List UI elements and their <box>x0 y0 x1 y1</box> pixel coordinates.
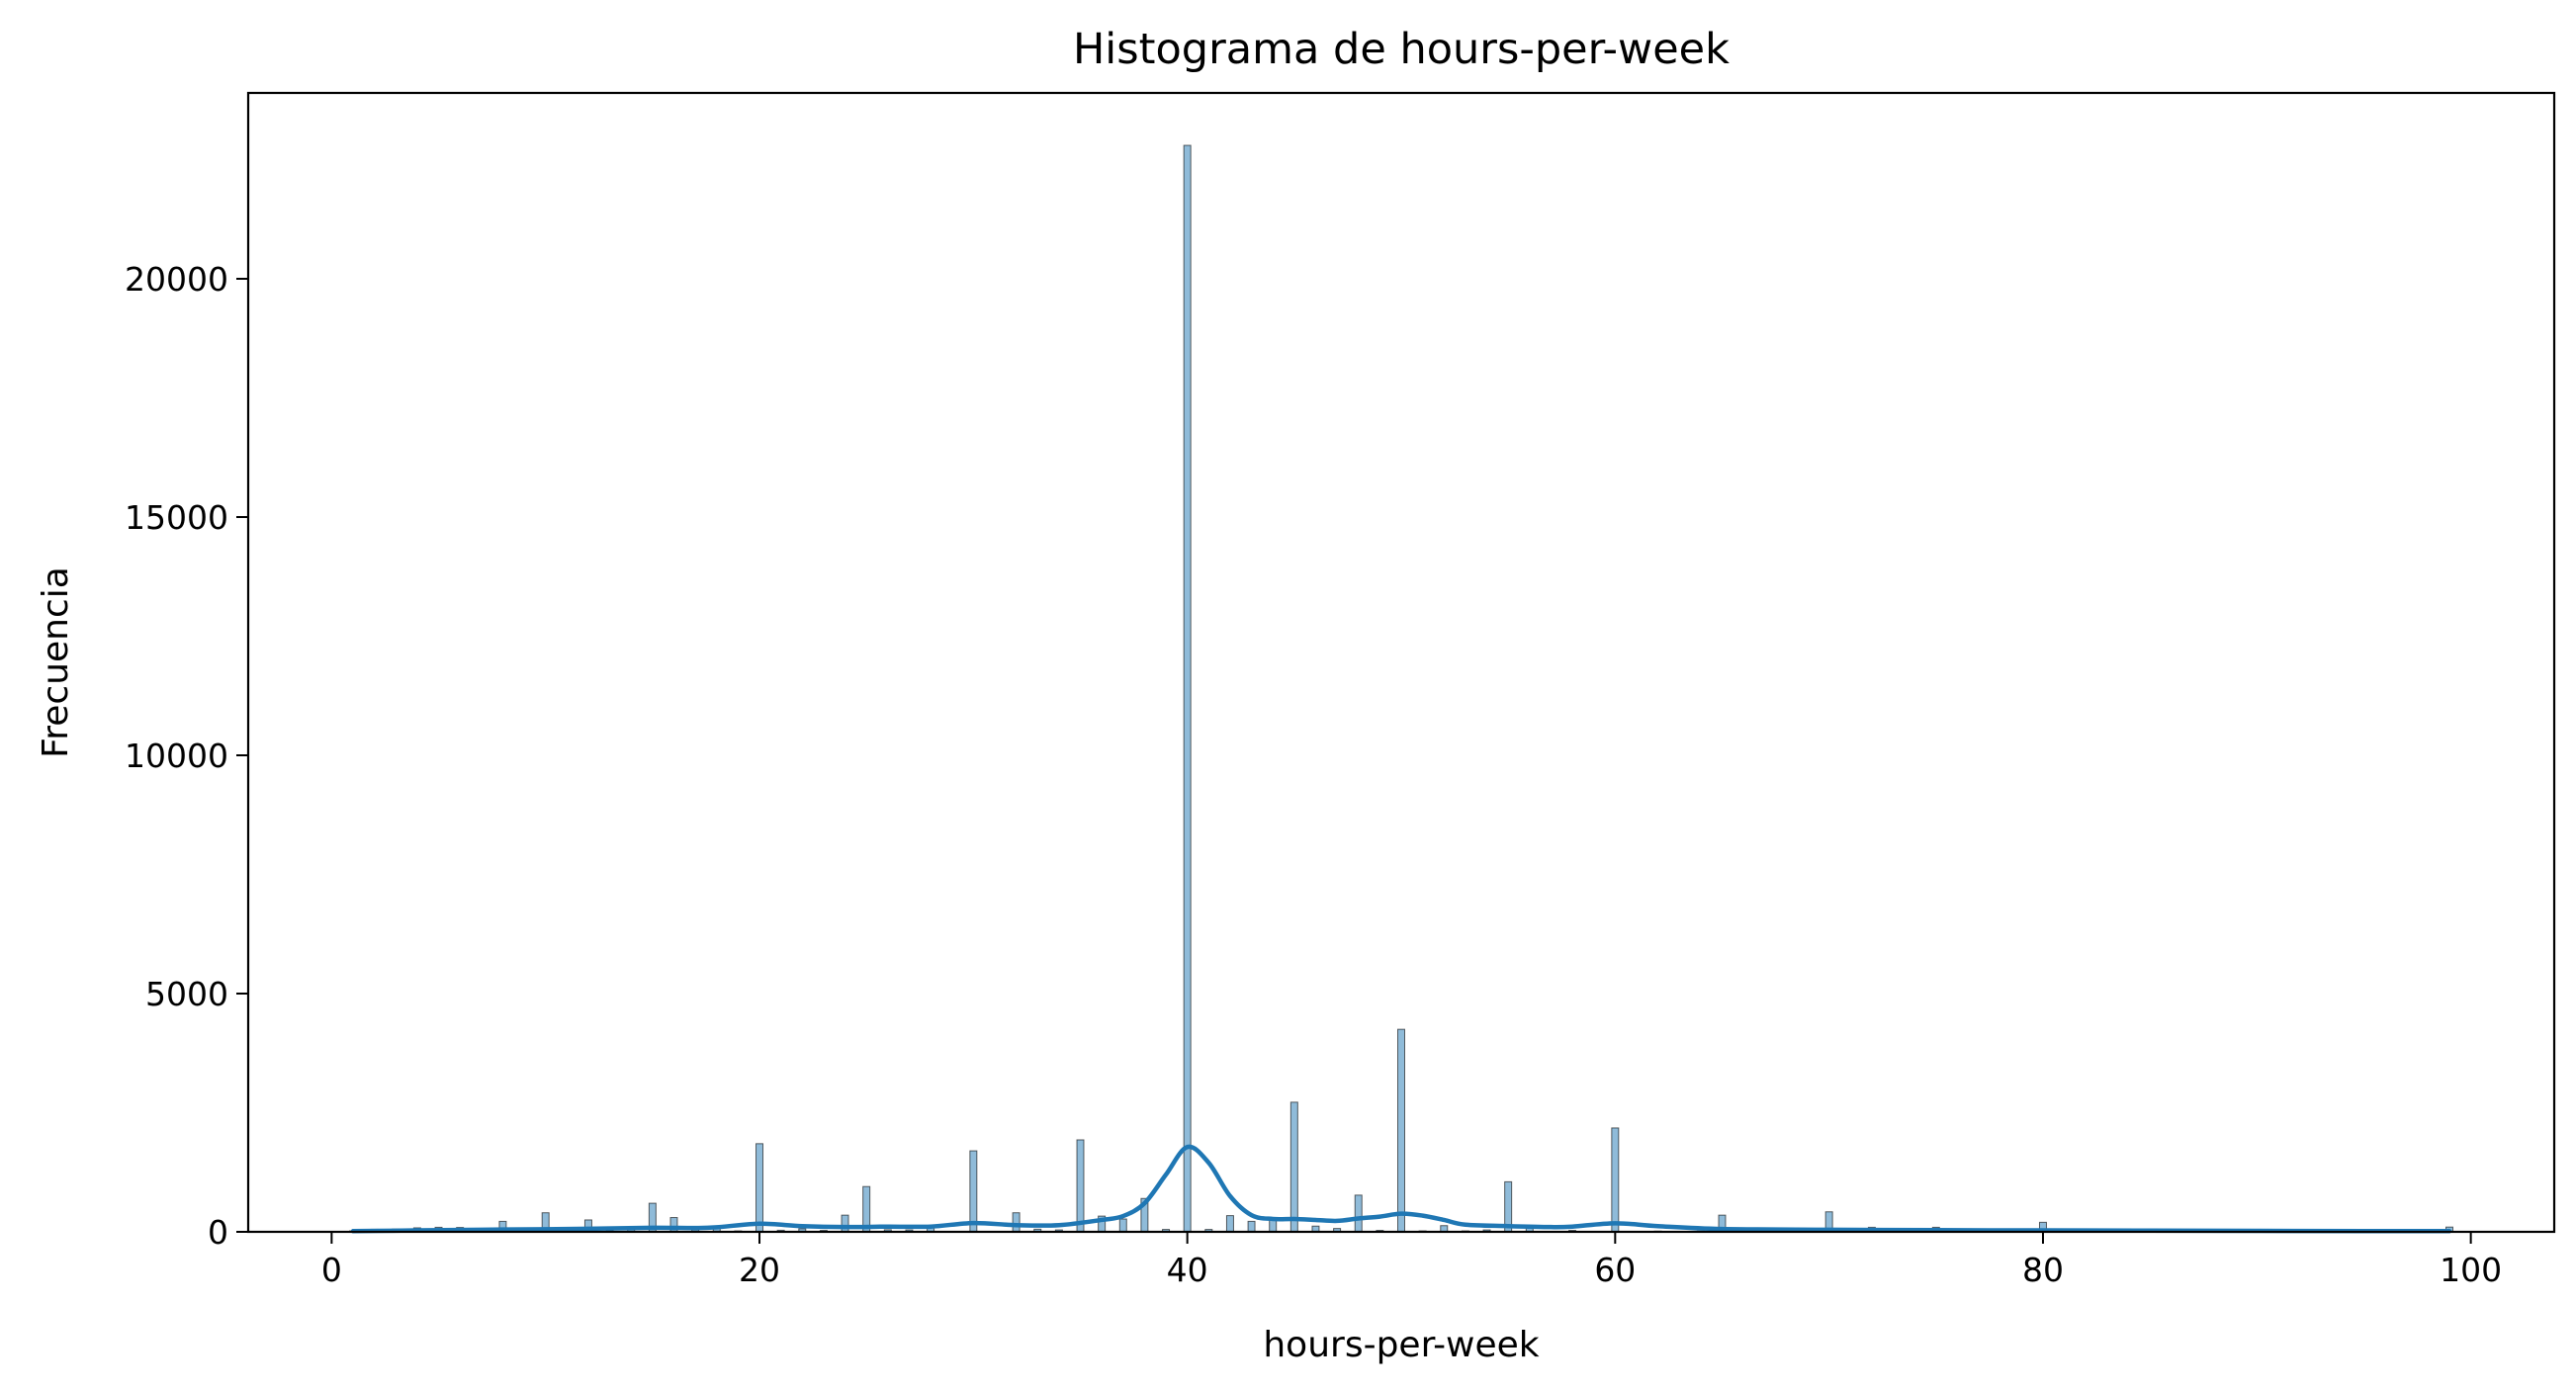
kde-curve <box>350 1144 2452 1234</box>
histogram-bar <box>1225 1215 1234 1233</box>
x-axis-ticks: 0 20 40 60 80 100 <box>321 1232 2502 1289</box>
y-tick-label: 5000 <box>145 975 228 1013</box>
x-axis-label: hours-per-week <box>1263 1325 1539 1365</box>
histogram-bar <box>969 1150 978 1233</box>
histogram-bar <box>1397 1028 1405 1233</box>
histogram-bar <box>1289 1101 1298 1233</box>
y-tick-label: 20000 <box>125 260 228 299</box>
x-tick-label: 20 <box>739 1251 780 1289</box>
plot-frame <box>246 91 2556 1234</box>
y-tick-label: 0 <box>208 1213 228 1252</box>
x-tick-label: 60 <box>1594 1251 1636 1289</box>
y-tick-label: 15000 <box>125 498 228 537</box>
histogram-bar <box>1183 144 1192 1233</box>
histogram-bar <box>841 1214 849 1233</box>
y-axis-ticks: 0 5000 10000 15000 20000 <box>125 260 248 1252</box>
x-tick-label: 80 <box>2022 1251 2064 1289</box>
histogram-bar <box>1118 1218 1127 1233</box>
chart-title: Histograma de hours-per-week <box>1073 25 1730 74</box>
y-axis-label: Frecuencia <box>36 566 76 758</box>
histogram-bar <box>755 1143 764 1233</box>
histogram-bar <box>1611 1127 1620 1233</box>
histogram-bar <box>1247 1220 1256 1233</box>
histogram-bar <box>1354 1194 1363 1233</box>
y-tick-label: 10000 <box>125 737 228 775</box>
x-tick-label: 0 <box>321 1251 342 1289</box>
x-tick-label: 40 <box>1167 1251 1208 1289</box>
x-tick-label: 100 <box>2440 1251 2502 1289</box>
histogram-bar <box>1012 1212 1021 1233</box>
histogram-bar <box>1076 1139 1085 1233</box>
